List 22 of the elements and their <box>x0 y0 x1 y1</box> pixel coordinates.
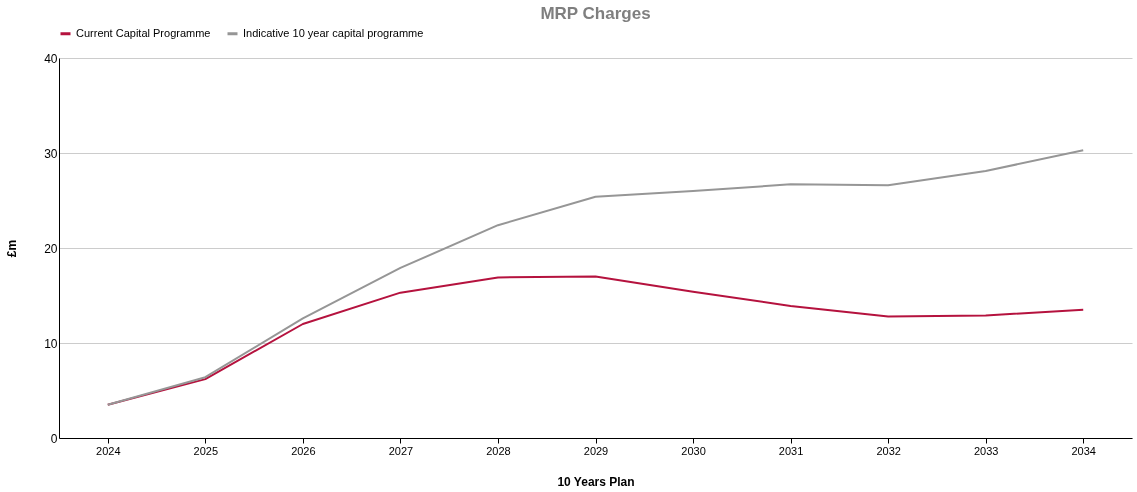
legend-label: Current Capital Programme <box>76 26 211 39</box>
x-tick-label: 2032 <box>876 444 901 457</box>
y-tick-label: 0 <box>50 431 58 446</box>
y-tick-label: 10 <box>44 336 58 351</box>
x-tick-label: 2030 <box>681 444 706 457</box>
x-tick-label: 2024 <box>96 444 121 457</box>
y-tick-label: 30 <box>44 146 58 161</box>
x-tick-label: 2028 <box>486 444 511 457</box>
y-axis-title: £m <box>5 239 20 258</box>
y-tick-label: 20 <box>44 241 58 256</box>
x-tick-label: 2025 <box>193 444 219 457</box>
x-tick-label: 2027 <box>388 444 414 457</box>
x-tick-label: 2034 <box>1071 444 1096 457</box>
legend-label: Indicative 10 year capital programme <box>243 26 424 39</box>
x-tick-label: 2033 <box>973 444 999 457</box>
chart-title: MRP Charges <box>540 4 651 23</box>
line-series <box>106 149 1085 406</box>
y-tick-label: 40 <box>44 51 58 66</box>
x-tick-label: 2031 <box>778 444 804 457</box>
x-tick-label: 2026 <box>291 444 316 457</box>
x-axis-title: 10 Years Plan <box>557 474 635 489</box>
x-tick-label: 2029 <box>583 444 609 457</box>
